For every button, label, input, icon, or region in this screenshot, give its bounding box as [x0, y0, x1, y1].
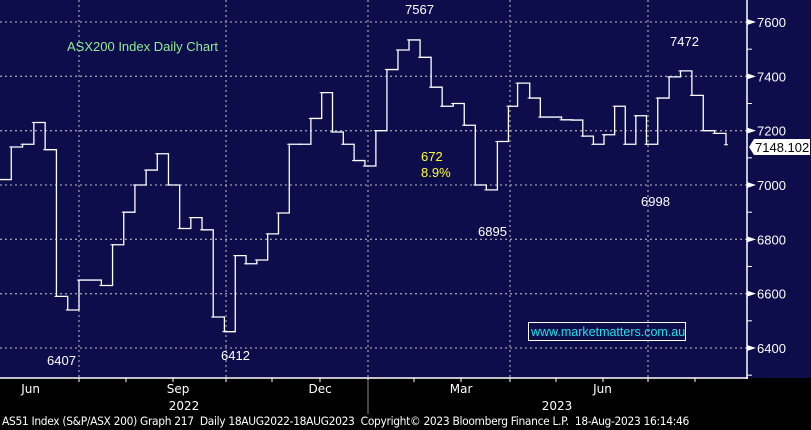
x-year-label: 2022 [169, 399, 200, 413]
chart-title: ASX200 Index Daily Chart [67, 39, 218, 54]
y-tick-marker [747, 19, 756, 25]
x-month-label: Jun [592, 382, 612, 396]
price-extreme-label: 6895 [478, 224, 507, 239]
x-month-label: Dec [309, 382, 332, 396]
last-price-label: 7148.102 [755, 140, 809, 155]
y-tick-label: 6400 [757, 341, 786, 356]
price-extreme-label: 6407 [47, 353, 76, 368]
price-extreme-label: 7567 [405, 2, 434, 17]
price-series-line [0, 39, 727, 333]
watermark-text: www.marketmatters.com.au [530, 325, 685, 339]
x-month-label: Jun [20, 382, 40, 396]
x-month-label: Sep [167, 382, 190, 396]
y-tick-marker [747, 127, 756, 134]
x-year-label: 2023 [542, 399, 573, 413]
y-axis-area [747, 0, 811, 378]
y-tick-marker [747, 345, 756, 351]
y-tick-marker [747, 73, 756, 80]
y-tick-label: 7000 [757, 178, 786, 193]
watermark-box [528, 322, 686, 341]
move-annotation: 672 [421, 149, 443, 164]
price-extreme-label: 6412 [221, 348, 250, 363]
price-chart: 6400 6600 6800 7000 7200 7400 7600 Jun Sep Dec Mar… [0, 0, 811, 414]
move-annotation: 8.9% [421, 165, 451, 180]
y-tick-label: 7400 [757, 69, 786, 84]
last-price-tag [749, 139, 810, 155]
y-tick-label: 7600 [757, 15, 786, 30]
plot-area [0, 0, 747, 378]
y-tick-label: 7200 [757, 124, 786, 139]
y-tick-marker [747, 182, 756, 188]
chart-footer: AS51 Index (S&P/ASX 200) Graph 217 Daily… [2, 414, 689, 428]
y-tick-marker [747, 236, 756, 243]
x-month-label: Mar [450, 382, 473, 396]
price-extreme-label: 7472 [670, 34, 699, 49]
y-tick-marker [747, 290, 756, 297]
price-extreme-label: 6998 [641, 194, 670, 209]
y-tick-label: 6600 [757, 287, 786, 302]
y-tick-label: 6800 [757, 232, 786, 247]
